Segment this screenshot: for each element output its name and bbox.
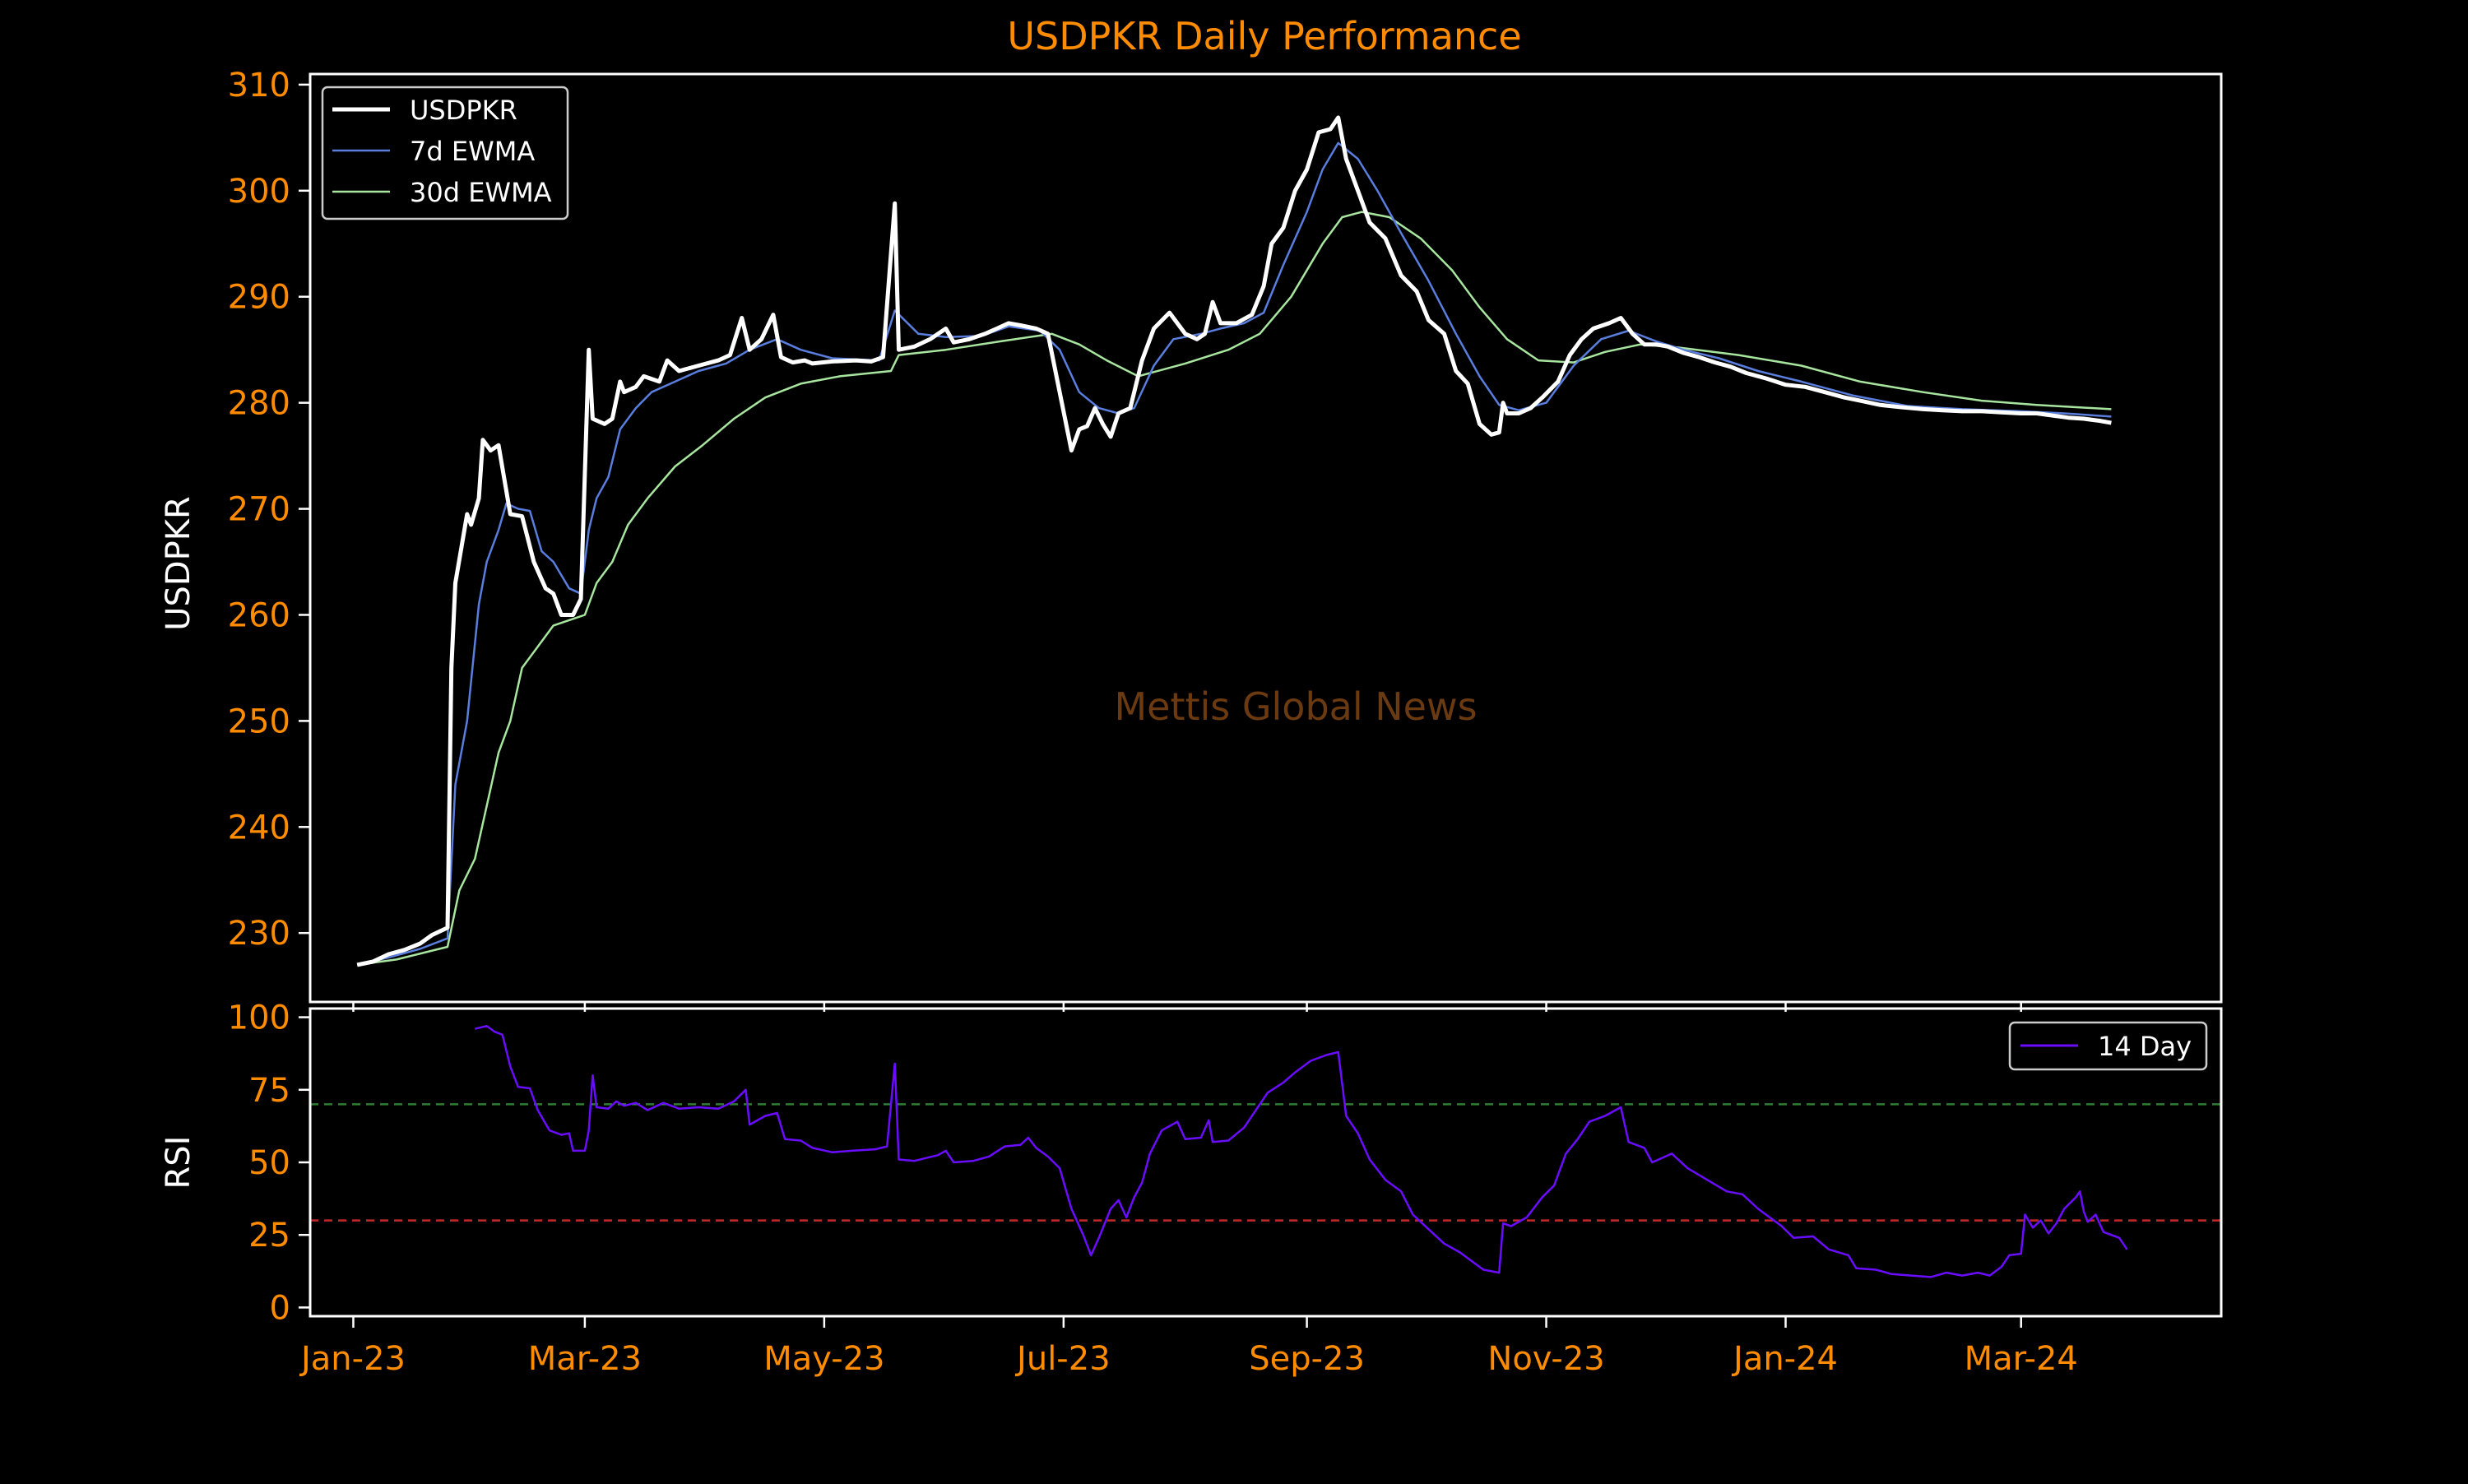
x-tick-label-jan-23: Jan-23	[299, 1340, 406, 1378]
main-y-tick-label-310: 310	[228, 67, 290, 104]
main-series-group	[356, 115, 2112, 967]
rsi-y-tick-label-50: 50	[248, 1144, 290, 1182]
rsi-y-tick-label-0: 0	[270, 1289, 290, 1327]
rsi-y-axis: 0 25 50 75 100	[228, 999, 310, 1327]
rsi-y-tick-label-25: 25	[248, 1217, 290, 1254]
main-y-tick-label-240: 240	[228, 809, 290, 846]
series-line-usdpkr	[356, 115, 2112, 967]
legend-label-14-day: 14 Day	[2098, 1031, 2192, 1062]
x-tick-label-jul-23: Jul-23	[1014, 1340, 1111, 1378]
rsi-series-group	[475, 1024, 2128, 1278]
main-plot-frame	[308, 72, 2223, 1004]
rsi-y-tick-label-75: 75	[248, 1072, 290, 1110]
chart-title: USDPKR Daily Performance	[1007, 14, 1521, 58]
main-legend: USDPKR 7d EWMA 30d EWMA	[321, 86, 569, 220]
main-y-tick-label-260: 260	[228, 596, 290, 634]
main-y-tick-label-270: 270	[228, 491, 290, 529]
series-line-30d-ewma	[357, 211, 2112, 967]
main-y-tick-label-230: 230	[228, 915, 290, 953]
main-y-tick-label-300: 300	[228, 173, 290, 211]
main-y-axis-label: USDPKR	[160, 496, 197, 631]
legend-label-usdpkr: USDPKR	[410, 95, 517, 126]
x-axis: Jan-23 Mar-23 May-23 Jul-23 Sep-23 Nov-23 Jan-…	[299, 1002, 2078, 1378]
x-tick-label-nov-23: Nov-23	[1487, 1340, 1604, 1378]
main-y-axis: 230 240 250 260 270 280 290 300 310	[228, 67, 310, 953]
watermark-text: Mettis Global News	[1114, 684, 1477, 729]
rsi-y-tick-label-100: 100	[228, 999, 290, 1037]
rsi-legend: 14 Day	[2008, 1021, 2208, 1071]
x-tick-label-jan-24: Jan-24	[1731, 1340, 1838, 1378]
x-tick-label-mar-24: Mar-24	[1965, 1340, 2078, 1378]
main-y-tick-label-250: 250	[228, 703, 290, 740]
x-tick-label-sep-23: Sep-23	[1249, 1340, 1365, 1378]
main-legend-box	[321, 86, 569, 220]
rsi-y-axis-label: RSI	[160, 1136, 197, 1190]
x-tick-label-may-23: May-23	[763, 1340, 884, 1378]
main-y-tick-label-290: 290	[228, 279, 290, 317]
series-line-14-day	[475, 1024, 2128, 1278]
x-tick-label-mar-23: Mar-23	[528, 1340, 642, 1378]
rsi-legend-box	[2008, 1021, 2208, 1071]
legend-label-30d-ewma: 30d EWMA	[410, 177, 552, 208]
series-line-7d-ewma	[356, 141, 2112, 967]
legend-label-7d-ewma: 7d EWMA	[410, 136, 535, 167]
rsi-reference-lines	[310, 1103, 2221, 1222]
main-y-tick-label-280: 280	[228, 385, 290, 423]
rsi-plot-frame	[308, 1007, 2223, 1318]
